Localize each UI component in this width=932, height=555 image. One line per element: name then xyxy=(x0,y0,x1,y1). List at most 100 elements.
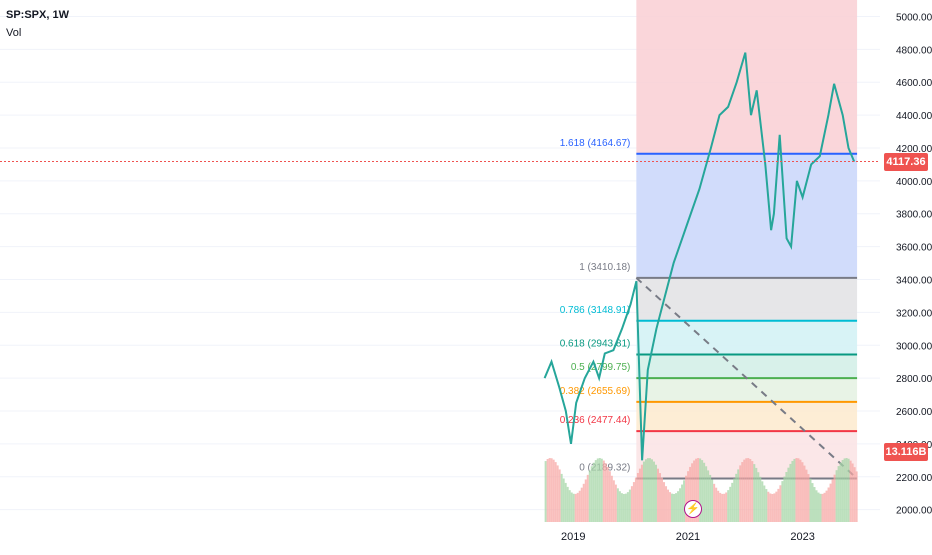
volume-bar xyxy=(805,469,808,522)
volume-bar xyxy=(671,493,674,522)
volume-bar xyxy=(568,490,571,522)
volume-bar xyxy=(845,458,848,522)
volume-bar xyxy=(783,476,786,522)
volume-bar xyxy=(799,459,802,522)
volume-bar xyxy=(691,463,694,522)
y-tick-label: 3000.00 xyxy=(896,341,932,352)
x-tick-label: 2023 xyxy=(790,531,814,543)
volume-bar xyxy=(556,465,559,522)
volume-bar xyxy=(853,467,856,522)
volume-bar xyxy=(847,458,850,522)
volume-bar xyxy=(801,462,804,522)
volume-bar xyxy=(628,489,631,522)
volume-bar xyxy=(606,466,609,522)
volume-bar xyxy=(791,460,794,522)
volume-bar xyxy=(849,460,852,522)
volume-bar xyxy=(552,459,555,522)
volume-bar xyxy=(789,463,792,522)
volume-bar xyxy=(663,482,666,522)
volume-bar xyxy=(755,467,758,522)
volume-bar xyxy=(650,459,653,522)
volume-bar xyxy=(803,465,806,522)
volume-bar xyxy=(751,461,754,522)
volume-bar xyxy=(767,491,770,522)
volume-bar xyxy=(584,479,587,522)
volume-bar xyxy=(793,458,796,522)
volume-bar xyxy=(773,493,776,522)
volume-bar xyxy=(753,464,756,522)
volume-bar xyxy=(743,459,746,522)
volume-bar xyxy=(741,462,744,522)
volume-bar xyxy=(727,490,730,522)
volume-bar xyxy=(779,485,782,522)
trend-line xyxy=(635,277,858,480)
lightning-icon[interactable]: ⚡ xyxy=(684,500,702,518)
fib-label: 0.382 (2655.69) xyxy=(560,386,631,397)
volume-bar xyxy=(642,461,645,522)
volume-bar xyxy=(644,459,647,522)
volume-bar xyxy=(693,460,696,522)
volume-bar xyxy=(689,466,692,522)
volume-bar xyxy=(590,466,593,522)
volume-bar xyxy=(729,486,732,522)
volume-bar xyxy=(564,482,567,522)
volume-bar xyxy=(813,487,816,522)
volume-bar xyxy=(785,471,788,522)
volume-bar xyxy=(636,473,639,522)
volume-bar xyxy=(735,473,738,522)
volume-bar xyxy=(701,460,704,522)
last-price-tag: 4117.36 xyxy=(884,152,928,171)
volume-bar xyxy=(665,486,668,522)
volume-bar xyxy=(705,466,708,522)
volume-bar xyxy=(721,493,724,522)
volume-bar xyxy=(781,481,784,522)
volume-bar xyxy=(588,470,591,522)
volume-bar xyxy=(795,458,798,522)
volume-bar xyxy=(614,484,617,522)
volume-bar xyxy=(640,464,643,522)
volume-bar xyxy=(604,463,607,522)
volume-bar xyxy=(717,490,720,522)
volume-bar xyxy=(733,478,736,522)
volume-bar xyxy=(544,461,547,522)
volume-bar xyxy=(777,488,780,522)
volume-bar xyxy=(562,478,565,522)
volume-bar xyxy=(835,470,838,522)
volume-bar xyxy=(566,486,569,522)
volume-bar xyxy=(765,489,768,522)
volume-bar xyxy=(578,490,581,522)
volume-bar xyxy=(807,474,810,522)
volume-bar xyxy=(570,492,573,522)
volume-bar xyxy=(673,493,676,522)
volume-bar xyxy=(841,459,844,522)
symbol-title[interactable]: SP:SPX, 1W xyxy=(6,9,69,21)
x-tick-label: 2019 xyxy=(561,531,585,543)
volume-bar xyxy=(687,471,690,522)
volume-bar xyxy=(648,458,651,522)
volume-bar xyxy=(815,490,818,522)
volume-bar xyxy=(725,492,728,522)
y-tick-label: 4200.00 xyxy=(896,144,932,155)
volume-bar xyxy=(745,458,748,522)
volume-bar xyxy=(703,462,706,522)
volume-bar xyxy=(652,461,655,522)
volume-bar xyxy=(685,475,688,522)
volume-bar xyxy=(654,464,657,522)
volume-bar xyxy=(831,479,834,522)
volume-bar xyxy=(821,493,824,522)
fib-label: 0.236 (2477.44) xyxy=(560,415,631,426)
fib-zone xyxy=(636,378,858,402)
volume-bar xyxy=(548,458,551,522)
fib-zone xyxy=(636,320,858,355)
volume-bar xyxy=(618,491,621,522)
y-tick-label: 3400.00 xyxy=(896,275,932,286)
volume-bar xyxy=(775,491,778,522)
fib-zone xyxy=(636,153,858,278)
volume-bar xyxy=(757,472,760,522)
volume-indicator-label[interactable]: Vol xyxy=(6,27,22,39)
volume-bar xyxy=(616,488,619,522)
volume-bar xyxy=(819,493,822,522)
price-series-line xyxy=(543,52,856,461)
